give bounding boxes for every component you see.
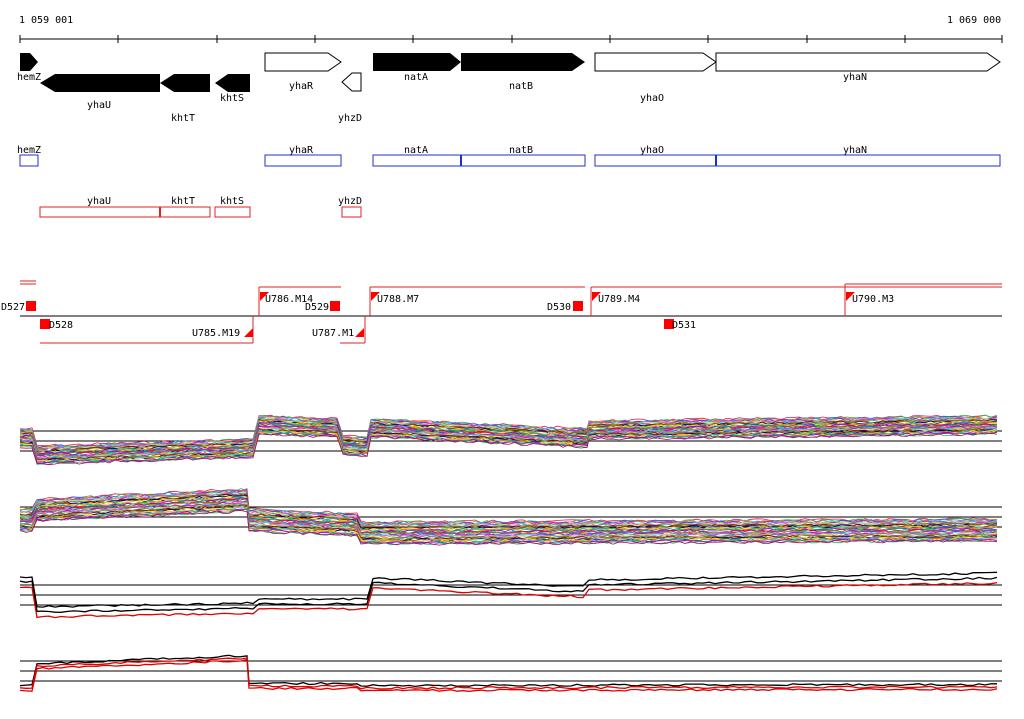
feature-label-u787-m1: U787.M1 [312, 328, 354, 339]
gene-label-yhau: yhaU [87, 100, 111, 111]
feature-label-u790-m3: U790.M3 [852, 294, 894, 305]
gene-label-yhar: yhaR [289, 81, 314, 92]
gene-khtt[interactable]: khtT [160, 74, 210, 124]
gene-khts[interactable]: khtS [215, 74, 250, 104]
ruler-start-label: 1 059 001 [19, 15, 73, 26]
expression-track-reverse-multi [19, 488, 1002, 546]
ruler-end-label: 1 069 000 [947, 15, 1001, 26]
fwd-label-nata: natA [404, 145, 428, 156]
fwd-box-nata[interactable] [372, 154, 462, 167]
gene-label-nata: natA [404, 72, 428, 83]
gene-label-khts: khtS [220, 93, 244, 104]
expression-track-reverse-summary [19, 654, 1002, 692]
feature-u790-m3[interactable]: U790.M3 [846, 292, 894, 305]
feature-label-u786-m14: U786.M14 [265, 294, 313, 305]
fwd-box-yhao[interactable] [594, 154, 717, 167]
fwd-label-yhan: yhaN [843, 145, 867, 156]
gene-arrow-track: hemZ yhaU khtT khtS yhaR yhzD natA natB [17, 52, 1001, 124]
transcription-feature-track: D527 D528 U785.M19 U786.M14 D529 U787.M1… [1, 280, 1002, 344]
expression-track-forward-multi [19, 414, 1002, 466]
forward-strand-track: hemZ yhaR natA natB yhaO yhaN [17, 145, 1001, 167]
rev-label-yhzd: yhzD [338, 196, 362, 207]
feature-d528[interactable]: D528 [40, 319, 73, 331]
feature-u789-m4[interactable]: U789.M4 [592, 292, 640, 305]
fwd-box-yhan[interactable] [715, 154, 1001, 167]
rev-box-yhau[interactable] [39, 206, 161, 218]
feature-u787-m1[interactable]: U787.M1 [312, 328, 364, 339]
fwd-label-hemz: hemZ [17, 145, 41, 156]
rev-box-khtt[interactable] [159, 206, 211, 218]
gene-label-yhan: yhaN [843, 72, 867, 83]
gene-label-khtt: khtT [171, 113, 195, 124]
feature-label-u788-m7: U788.M7 [377, 294, 419, 305]
reverse-strand-track: yhaU khtT khtS yhzD [39, 196, 362, 218]
gene-yhar[interactable]: yhaR [264, 52, 342, 92]
gene-yhao[interactable]: yhaO [594, 52, 717, 104]
gene-label-yhao: yhaO [640, 93, 664, 104]
rev-box-khts[interactable] [214, 206, 251, 218]
fwd-box-yhar[interactable] [264, 154, 342, 167]
rev-box-yhzd[interactable] [341, 206, 362, 218]
feature-d531[interactable]: D531 [664, 319, 696, 331]
feature-label-u789-m4: U789.M4 [598, 294, 640, 305]
gene-hemz[interactable]: hemZ [17, 53, 41, 83]
feature-label-d527: D527 [1, 302, 25, 313]
fwd-box-natb[interactable] [460, 154, 586, 167]
fwd-label-yhao: yhaO [640, 145, 664, 156]
feature-label-u785-m19: U785.M19 [192, 328, 240, 339]
gene-label-yhzd: yhzD [338, 113, 362, 124]
feature-d530[interactable]: D530 [547, 301, 583, 313]
feature-d527[interactable]: D527 [1, 301, 36, 313]
gene-yhau[interactable]: yhaU [40, 74, 160, 111]
feature-u788-m7[interactable]: U788.M7 [371, 292, 419, 305]
fwd-box-hemz[interactable] [19, 154, 39, 167]
feature-u786-m14[interactable]: U786.M14 [260, 292, 313, 305]
rev-label-khtt: khtT [171, 196, 195, 207]
gene-yhzd[interactable]: yhzD [338, 72, 362, 124]
rev-label-yhau: yhaU [87, 196, 111, 207]
feature-label-d528: D528 [49, 320, 73, 331]
rev-label-khts: khtS [220, 196, 244, 207]
gene-nata[interactable]: natA [373, 53, 461, 83]
fwd-label-yhar: yhaR [289, 145, 314, 156]
feature-u785-m19[interactable]: U785.M19 [192, 328, 253, 339]
gene-label-hemz: hemZ [17, 72, 41, 83]
feature-label-d530: D530 [547, 302, 571, 313]
gene-label-natb: natB [509, 81, 533, 92]
feature-label-d529: D529 [305, 302, 329, 313]
coordinate-ruler: 1 059 001 1 069 000 [19, 15, 1003, 43]
feature-d529[interactable]: D529 [305, 301, 340, 313]
gene-yhan[interactable]: yhaN [715, 52, 1001, 83]
feature-label-d531: D531 [672, 320, 696, 331]
gene-natb[interactable]: natB [461, 53, 585, 92]
fwd-label-natb: natB [509, 145, 533, 156]
expression-track-forward-summary [19, 571, 1002, 619]
